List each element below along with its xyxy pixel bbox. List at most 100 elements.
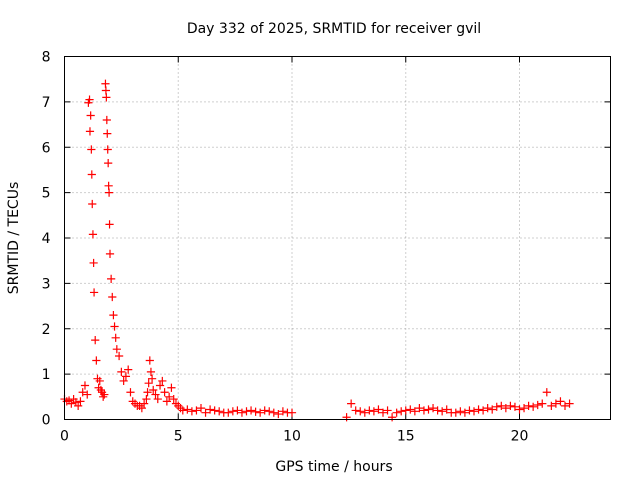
data-point [506,401,515,410]
data-point [115,351,124,361]
data-point [251,407,260,416]
data-point [84,98,93,107]
data-point [91,335,100,345]
data-point [269,408,278,417]
data-point [278,407,287,416]
data-point [74,401,83,410]
data-point [406,405,415,414]
data-point [149,385,158,395]
y-tick-label: 8 [42,50,51,66]
data-point [124,365,133,374]
data-point [111,333,120,342]
data-point [146,367,156,376]
data-point [105,220,114,229]
y-tick-label: 1 [42,367,51,383]
data-point [410,407,419,416]
data-point [524,401,533,410]
data-point [479,406,488,415]
data-point [83,390,92,399]
data-point [492,402,501,411]
data-point [117,367,126,376]
data-point [178,406,187,415]
data-point [107,274,116,283]
data-point [465,406,474,415]
data-point [67,399,76,408]
data-point [102,115,111,125]
data-point [551,399,560,408]
chart-title: Day 332 of 2025, SRMTID for receiver gvi… [187,21,481,37]
data-point [87,170,96,179]
data-point [556,397,565,406]
data-point [104,181,113,190]
data-point [383,406,392,415]
y-axis-label: SRMTID / TECUs [6,182,22,295]
data-point [119,376,128,386]
data-point [501,404,510,413]
data-point [80,381,90,390]
data-point [89,288,99,297]
data-point [87,145,96,154]
data-point [109,311,118,320]
data-point [233,406,242,415]
data-point [101,86,111,95]
data-point [378,408,388,417]
data-point [529,402,538,411]
data-point [365,406,374,415]
data-point [438,407,447,416]
data-point [415,404,424,413]
data-point [165,392,174,401]
data-point [137,404,146,413]
y-tick-label: 4 [42,231,51,247]
y-tick-label: 0 [42,413,51,429]
data-point [76,397,85,406]
data-point [121,372,131,381]
data-point [287,408,297,417]
data-point [151,390,160,399]
data-point [488,405,497,414]
x-tick-label: 5 [174,429,183,445]
data-point [228,407,237,416]
data-point [105,249,115,258]
data-point [103,145,112,154]
data-point [187,407,196,416]
data-point [256,408,265,417]
data-point [533,400,542,410]
x-tick-label: 0 [60,429,69,445]
data-point [401,406,410,415]
data-point [519,404,529,413]
data-point [215,407,224,416]
data-point [169,394,178,404]
data-point [374,405,383,414]
data-point [442,405,451,414]
data-point [206,405,215,414]
data-point [360,408,369,417]
data-point [102,93,111,102]
data-point [196,404,206,413]
data-point [147,374,157,383]
data-point [351,406,360,415]
data-point [100,390,109,399]
data-point [246,406,256,415]
data-point [167,383,176,392]
plot-frame [64,56,611,420]
y-tick-label: 7 [42,95,51,111]
data-point [542,388,551,397]
y-tick-label: 3 [42,276,51,292]
data-point [274,409,283,419]
x-tick-label: 10 [283,429,301,445]
data-point [424,405,433,414]
data-point [104,159,113,168]
data-point [112,345,121,354]
axes: 0 5 10 15 20 0 1 2 3 4 5 6 7 8 [42,50,611,445]
data-point [201,408,210,417]
data-point [356,407,365,416]
data-points [61,79,574,422]
data-point [265,407,274,416]
data-point [456,407,465,416]
data-point [538,399,547,408]
data-point [210,406,219,415]
data-point [86,111,95,120]
data-point [101,79,110,88]
y-tick-label: 6 [42,140,51,156]
